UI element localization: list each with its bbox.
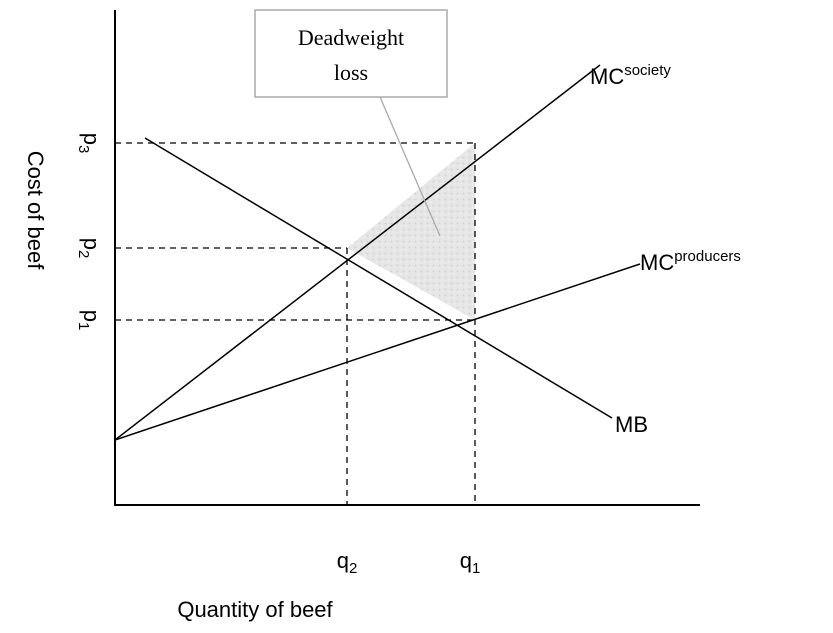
mb-line <box>144 137 613 419</box>
mark-letter: p <box>79 310 104 322</box>
x-axis-label: Quantity of beef <box>177 597 333 622</box>
mark-subscript: 2 <box>349 560 357 577</box>
callout-line: loss <box>334 60 368 85</box>
callout-line: Deadweight <box>298 25 404 50</box>
y-axis-label: Cost of beef <box>23 151 48 271</box>
y-mark: p2 <box>75 238 104 259</box>
callout-box <box>254 9 448 98</box>
y-mark: p1 <box>75 310 104 331</box>
mark-subscript: 2 <box>75 250 92 258</box>
guides <box>115 142 478 505</box>
curve-label: MCsociety <box>590 62 671 89</box>
mark-letter: p <box>79 133 104 145</box>
curve-label: MCproducers <box>640 248 741 275</box>
curve-label: MB <box>615 412 648 437</box>
mc-producers-line <box>114 263 641 441</box>
curve-name: MC <box>590 64 624 89</box>
curve-superscript: producers <box>674 248 741 265</box>
curve-name: MC <box>640 250 674 275</box>
mark-letter: q <box>337 548 349 573</box>
x-mark: q1 <box>460 548 481 577</box>
x-mark: q2 <box>337 548 358 577</box>
mc-society-line <box>114 64 601 441</box>
mark-letter: p <box>79 238 104 250</box>
mark-subscript: 3 <box>75 145 92 153</box>
mark-letter: q <box>460 548 472 573</box>
callout-pointer <box>379 96 441 237</box>
y-mark: p3 <box>75 133 104 154</box>
curve-superscript: society <box>624 62 671 79</box>
mark-subscript: 1 <box>75 322 92 330</box>
mark-subscript: 1 <box>472 560 480 577</box>
